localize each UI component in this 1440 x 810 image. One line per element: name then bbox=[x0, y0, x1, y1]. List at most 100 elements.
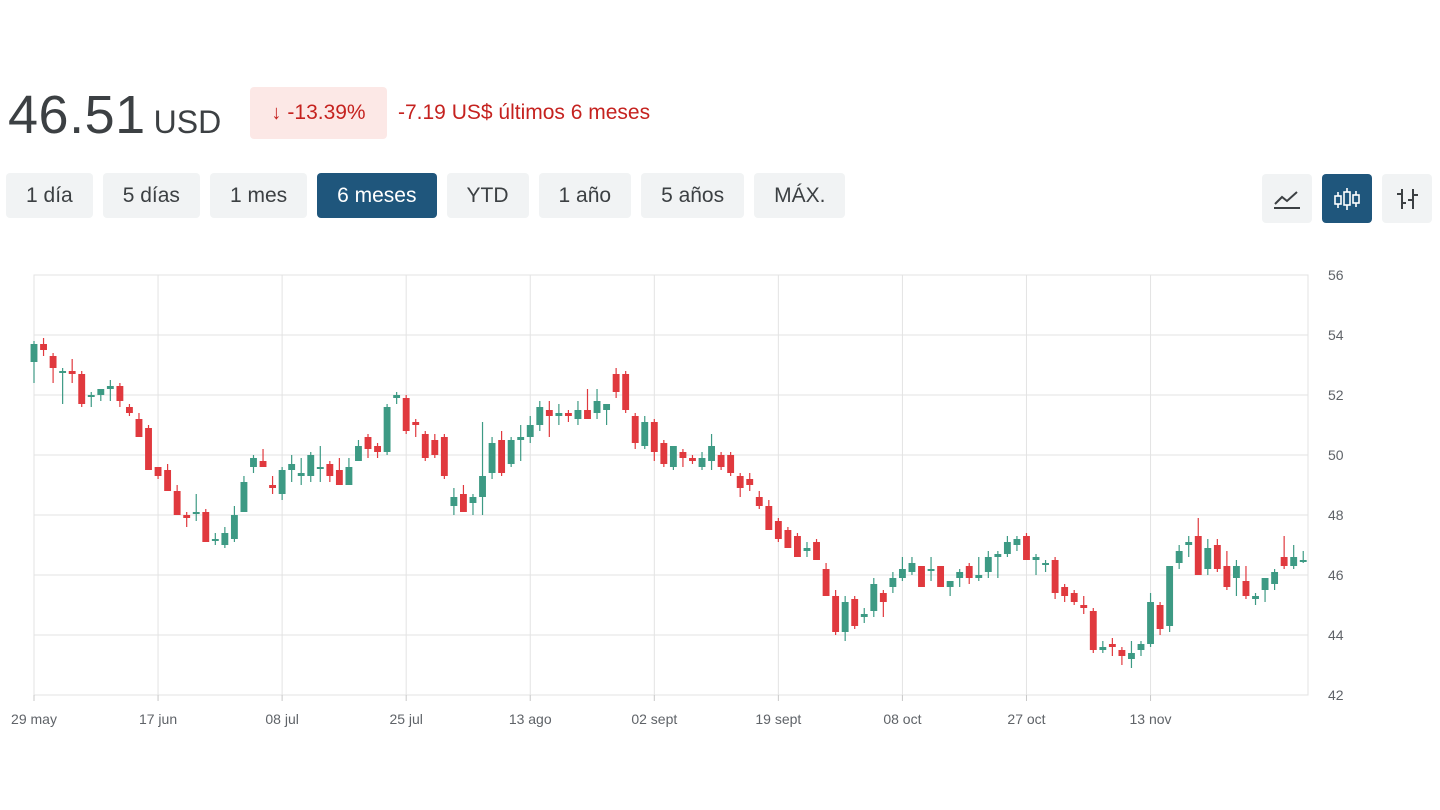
candle-body bbox=[784, 530, 792, 548]
candle-body bbox=[135, 419, 143, 437]
candle bbox=[1204, 539, 1212, 575]
candle-body bbox=[269, 485, 277, 488]
candle bbox=[412, 419, 420, 437]
candle-body bbox=[30, 344, 38, 362]
candle-body bbox=[927, 569, 935, 571]
candlestick-chart-button[interactable] bbox=[1322, 174, 1372, 223]
candle bbox=[622, 371, 630, 413]
candle bbox=[1194, 518, 1202, 575]
candle bbox=[1147, 593, 1154, 647]
candle-body bbox=[106, 386, 114, 389]
candle bbox=[1051, 557, 1059, 599]
x-tick-label: 29 may bbox=[11, 711, 57, 727]
candle bbox=[316, 446, 324, 482]
candle bbox=[125, 404, 133, 416]
candle bbox=[879, 590, 887, 617]
candle-body bbox=[173, 491, 181, 515]
candle bbox=[211, 533, 219, 545]
candle bbox=[994, 551, 1002, 578]
candle-body bbox=[145, 428, 152, 470]
candle-body bbox=[335, 470, 343, 485]
y-tick-label: 48 bbox=[1328, 507, 1344, 523]
range-button-1y[interactable]: 1 año bbox=[538, 173, 632, 218]
candle bbox=[1023, 533, 1030, 560]
candle bbox=[154, 467, 162, 479]
candle bbox=[49, 353, 57, 383]
y-tick-label: 46 bbox=[1328, 567, 1344, 583]
candle bbox=[1070, 590, 1078, 605]
candle-body bbox=[460, 494, 467, 512]
y-tick-label: 44 bbox=[1328, 627, 1344, 643]
candle-body bbox=[488, 443, 496, 473]
candle-body bbox=[154, 467, 162, 476]
candle bbox=[918, 566, 925, 587]
candle bbox=[1108, 638, 1116, 656]
candle-body bbox=[1099, 647, 1107, 650]
candle bbox=[898, 557, 906, 581]
candle-body bbox=[326, 464, 334, 476]
candle bbox=[507, 437, 515, 467]
candle-body bbox=[1204, 548, 1212, 569]
candle bbox=[765, 500, 773, 530]
candle bbox=[1003, 536, 1011, 557]
candle bbox=[1271, 569, 1279, 590]
range-button-5y[interactable]: 5 años bbox=[641, 173, 745, 218]
candle-body bbox=[622, 374, 630, 410]
candle-body bbox=[746, 479, 754, 485]
range-button-1d[interactable]: 1 día bbox=[6, 173, 93, 218]
candle-body bbox=[1242, 581, 1250, 596]
candle-body bbox=[192, 512, 200, 514]
candle-body bbox=[211, 539, 219, 541]
candle-body bbox=[1299, 560, 1307, 562]
candle bbox=[469, 494, 477, 515]
candle bbox=[393, 392, 401, 404]
range-button-ytd[interactable]: YTD bbox=[446, 173, 529, 218]
candle bbox=[689, 455, 696, 464]
candle-body bbox=[355, 446, 362, 461]
candle bbox=[1213, 539, 1221, 572]
range-button-5d[interactable]: 5 días bbox=[102, 173, 200, 218]
candle-body bbox=[1175, 551, 1183, 563]
x-tick-label: 13 ago bbox=[509, 711, 552, 727]
candle bbox=[278, 467, 286, 500]
candle bbox=[78, 371, 86, 407]
candle bbox=[269, 476, 277, 494]
candle bbox=[116, 383, 124, 407]
candle-body bbox=[1013, 539, 1021, 545]
candle bbox=[564, 410, 572, 422]
candle bbox=[335, 458, 343, 485]
candle bbox=[708, 434, 715, 470]
candle-body bbox=[1023, 536, 1030, 560]
candle-body bbox=[1185, 542, 1193, 545]
candle bbox=[1280, 536, 1288, 569]
line-chart-button[interactable] bbox=[1262, 174, 1312, 223]
candle-body bbox=[1194, 536, 1202, 575]
candle bbox=[135, 413, 143, 437]
x-tick-label: 08 jul bbox=[265, 711, 298, 727]
candle-body bbox=[918, 566, 925, 587]
range-button-6m[interactable]: 6 meses bbox=[317, 173, 437, 218]
candle bbox=[946, 581, 954, 596]
candle-body bbox=[727, 455, 735, 473]
candle bbox=[374, 443, 381, 458]
candle-body bbox=[517, 437, 525, 440]
range-button-1m[interactable]: 1 mes bbox=[209, 173, 308, 218]
candle bbox=[402, 395, 410, 434]
candle-body bbox=[774, 521, 782, 539]
candle bbox=[1032, 554, 1040, 575]
ohlc-bar-chart-button[interactable] bbox=[1382, 174, 1432, 223]
candle bbox=[421, 431, 429, 461]
candle-body bbox=[498, 440, 506, 473]
candle bbox=[30, 341, 38, 383]
candle-body bbox=[412, 422, 420, 425]
candle bbox=[1185, 536, 1193, 557]
candle-body bbox=[832, 596, 840, 632]
range-button-max[interactable]: MÁX. bbox=[754, 173, 846, 218]
candle bbox=[584, 389, 591, 419]
candle bbox=[526, 416, 534, 443]
candle-body bbox=[183, 515, 191, 518]
change-absolute: -7.19 US$ últimos 6 meses bbox=[398, 101, 651, 124]
candle bbox=[736, 473, 744, 497]
candle bbox=[40, 338, 47, 356]
candle-body bbox=[250, 458, 257, 467]
